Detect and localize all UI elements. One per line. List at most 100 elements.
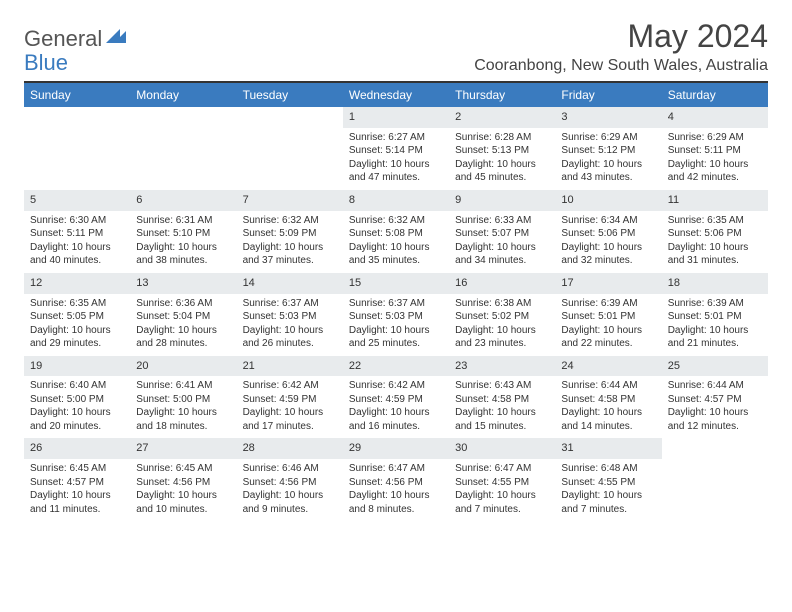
sunrise: Sunrise: 6:42 AM bbox=[349, 379, 443, 393]
day-number: 20 bbox=[130, 356, 236, 377]
sunset: Sunset: 5:09 PM bbox=[243, 227, 337, 241]
day-number: 29 bbox=[343, 438, 449, 459]
day-cell: 21Sunrise: 6:42 AMSunset: 4:59 PMDayligh… bbox=[237, 356, 343, 439]
daylight: Daylight: 10 hours and 18 minutes. bbox=[136, 406, 230, 433]
sunrise: Sunrise: 6:32 AM bbox=[349, 214, 443, 228]
weekday-wednesday: Wednesday bbox=[343, 83, 449, 107]
day-cell: 27Sunrise: 6:45 AMSunset: 4:56 PMDayligh… bbox=[130, 438, 236, 521]
sunrise: Sunrise: 6:34 AM bbox=[561, 214, 655, 228]
sunset: Sunset: 4:58 PM bbox=[455, 393, 549, 407]
week-row: 1Sunrise: 6:27 AMSunset: 5:14 PMDaylight… bbox=[24, 107, 768, 190]
daylight: Daylight: 10 hours and 42 minutes. bbox=[668, 158, 762, 185]
day-cell: 10Sunrise: 6:34 AMSunset: 5:06 PMDayligh… bbox=[555, 190, 661, 273]
day-details: Sunrise: 6:28 AMSunset: 5:13 PMDaylight:… bbox=[449, 128, 555, 190]
day-details: Sunrise: 6:41 AMSunset: 5:00 PMDaylight:… bbox=[130, 376, 236, 438]
daylight: Daylight: 10 hours and 20 minutes. bbox=[30, 406, 124, 433]
sunset: Sunset: 4:56 PM bbox=[136, 476, 230, 490]
daylight: Daylight: 10 hours and 7 minutes. bbox=[455, 489, 549, 516]
sunrise: Sunrise: 6:39 AM bbox=[561, 297, 655, 311]
sunset: Sunset: 5:08 PM bbox=[349, 227, 443, 241]
sunset: Sunset: 4:57 PM bbox=[30, 476, 124, 490]
day-number bbox=[24, 107, 130, 113]
daylight: Daylight: 10 hours and 34 minutes. bbox=[455, 241, 549, 268]
day-number: 19 bbox=[24, 356, 130, 377]
sunrise: Sunrise: 6:29 AM bbox=[668, 131, 762, 145]
day-cell bbox=[662, 438, 768, 521]
day-number: 28 bbox=[237, 438, 343, 459]
day-cell: 4Sunrise: 6:29 AMSunset: 5:11 PMDaylight… bbox=[662, 107, 768, 190]
weekday-friday: Friday bbox=[555, 83, 661, 107]
day-number: 1 bbox=[343, 107, 449, 128]
daylight: Daylight: 10 hours and 10 minutes. bbox=[136, 489, 230, 516]
day-details: Sunrise: 6:30 AMSunset: 5:11 PMDaylight:… bbox=[24, 211, 130, 273]
week-row: 26Sunrise: 6:45 AMSunset: 4:57 PMDayligh… bbox=[24, 438, 768, 521]
day-details: Sunrise: 6:46 AMSunset: 4:56 PMDaylight:… bbox=[237, 459, 343, 521]
day-details: Sunrise: 6:35 AMSunset: 5:05 PMDaylight:… bbox=[24, 294, 130, 356]
day-cell: 25Sunrise: 6:44 AMSunset: 4:57 PMDayligh… bbox=[662, 356, 768, 439]
day-details: Sunrise: 6:33 AMSunset: 5:07 PMDaylight:… bbox=[449, 211, 555, 273]
day-details: Sunrise: 6:40 AMSunset: 5:00 PMDaylight:… bbox=[24, 376, 130, 438]
sunrise: Sunrise: 6:41 AM bbox=[136, 379, 230, 393]
day-cell: 28Sunrise: 6:46 AMSunset: 4:56 PMDayligh… bbox=[237, 438, 343, 521]
sunset: Sunset: 4:59 PM bbox=[243, 393, 337, 407]
sunset: Sunset: 5:11 PM bbox=[668, 144, 762, 158]
day-details: Sunrise: 6:47 AMSunset: 4:56 PMDaylight:… bbox=[343, 459, 449, 521]
sunrise: Sunrise: 6:36 AM bbox=[136, 297, 230, 311]
brand-blue: Blue bbox=[24, 50, 68, 75]
day-cell: 22Sunrise: 6:42 AMSunset: 4:59 PMDayligh… bbox=[343, 356, 449, 439]
day-details: Sunrise: 6:42 AMSunset: 4:59 PMDaylight:… bbox=[343, 376, 449, 438]
sunrise: Sunrise: 6:45 AM bbox=[30, 462, 124, 476]
daylight: Daylight: 10 hours and 15 minutes. bbox=[455, 406, 549, 433]
day-details: Sunrise: 6:39 AMSunset: 5:01 PMDaylight:… bbox=[662, 294, 768, 356]
sunrise: Sunrise: 6:35 AM bbox=[668, 214, 762, 228]
day-number: 3 bbox=[555, 107, 661, 128]
day-number: 22 bbox=[343, 356, 449, 377]
day-cell bbox=[130, 107, 236, 190]
calendar-body: 1Sunrise: 6:27 AMSunset: 5:14 PMDaylight… bbox=[24, 107, 768, 521]
sunset: Sunset: 4:55 PM bbox=[455, 476, 549, 490]
day-number: 24 bbox=[555, 356, 661, 377]
day-cell bbox=[24, 107, 130, 190]
daylight: Daylight: 10 hours and 29 minutes. bbox=[30, 324, 124, 351]
weekday-saturday: Saturday bbox=[662, 83, 768, 107]
sunset: Sunset: 5:03 PM bbox=[349, 310, 443, 324]
daylight: Daylight: 10 hours and 21 minutes. bbox=[668, 324, 762, 351]
day-number: 6 bbox=[130, 190, 236, 211]
day-details: Sunrise: 6:31 AMSunset: 5:10 PMDaylight:… bbox=[130, 211, 236, 273]
calendar: SundayMondayTuesdayWednesdayThursdayFrid… bbox=[24, 81, 768, 521]
weekday-thursday: Thursday bbox=[449, 83, 555, 107]
daylight: Daylight: 10 hours and 47 minutes. bbox=[349, 158, 443, 185]
weekday-tuesday: Tuesday bbox=[237, 83, 343, 107]
day-details: Sunrise: 6:27 AMSunset: 5:14 PMDaylight:… bbox=[343, 128, 449, 190]
day-details: Sunrise: 6:38 AMSunset: 5:02 PMDaylight:… bbox=[449, 294, 555, 356]
day-cell: 29Sunrise: 6:47 AMSunset: 4:56 PMDayligh… bbox=[343, 438, 449, 521]
daylight: Daylight: 10 hours and 40 minutes. bbox=[30, 241, 124, 268]
day-cell: 17Sunrise: 6:39 AMSunset: 5:01 PMDayligh… bbox=[555, 273, 661, 356]
day-cell: 18Sunrise: 6:39 AMSunset: 5:01 PMDayligh… bbox=[662, 273, 768, 356]
day-cell: 16Sunrise: 6:38 AMSunset: 5:02 PMDayligh… bbox=[449, 273, 555, 356]
week-row: 5Sunrise: 6:30 AMSunset: 5:11 PMDaylight… bbox=[24, 190, 768, 273]
weekday-sunday: Sunday bbox=[24, 83, 130, 107]
day-details: Sunrise: 6:37 AMSunset: 5:03 PMDaylight:… bbox=[343, 294, 449, 356]
weekday-monday: Monday bbox=[130, 83, 236, 107]
day-number: 2 bbox=[449, 107, 555, 128]
day-number: 25 bbox=[662, 356, 768, 377]
day-number bbox=[662, 438, 768, 444]
sunset: Sunset: 4:55 PM bbox=[561, 476, 655, 490]
sunrise: Sunrise: 6:37 AM bbox=[243, 297, 337, 311]
sunrise: Sunrise: 6:39 AM bbox=[668, 297, 762, 311]
sunset: Sunset: 5:03 PM bbox=[243, 310, 337, 324]
day-cell: 6Sunrise: 6:31 AMSunset: 5:10 PMDaylight… bbox=[130, 190, 236, 273]
day-cell: 23Sunrise: 6:43 AMSunset: 4:58 PMDayligh… bbox=[449, 356, 555, 439]
sunset: Sunset: 4:57 PM bbox=[668, 393, 762, 407]
sunrise: Sunrise: 6:35 AM bbox=[30, 297, 124, 311]
day-number: 8 bbox=[343, 190, 449, 211]
daylight: Daylight: 10 hours and 17 minutes. bbox=[243, 406, 337, 433]
daylight: Daylight: 10 hours and 31 minutes. bbox=[668, 241, 762, 268]
daylight: Daylight: 10 hours and 22 minutes. bbox=[561, 324, 655, 351]
sunrise: Sunrise: 6:32 AM bbox=[243, 214, 337, 228]
daylight: Daylight: 10 hours and 7 minutes. bbox=[561, 489, 655, 516]
sunset: Sunset: 5:00 PM bbox=[30, 393, 124, 407]
day-cell: 31Sunrise: 6:48 AMSunset: 4:55 PMDayligh… bbox=[555, 438, 661, 521]
day-details: Sunrise: 6:43 AMSunset: 4:58 PMDaylight:… bbox=[449, 376, 555, 438]
